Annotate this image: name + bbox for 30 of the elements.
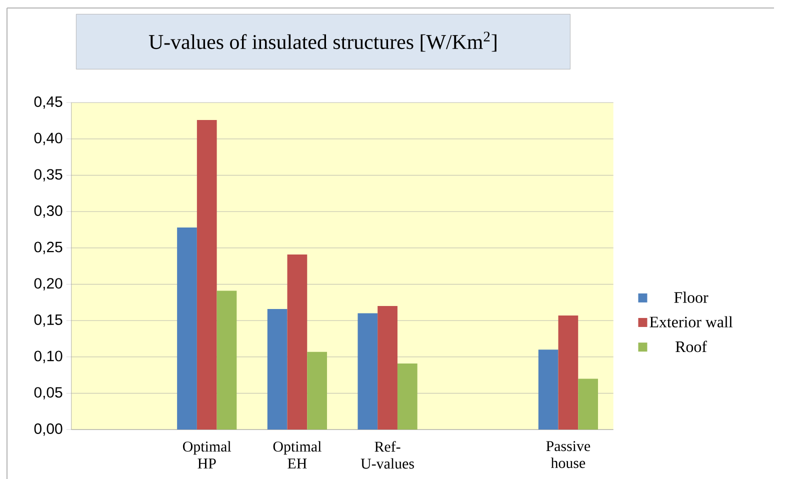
- bar: [287, 254, 308, 430]
- y-tick-label: 0,00: [34, 423, 62, 436]
- bar: [538, 350, 558, 430]
- y-tick-label: 0,15: [34, 314, 62, 327]
- legend-label: Roof: [676, 340, 707, 352]
- y-tick-label: 0,35: [34, 169, 62, 182]
- bar: [558, 315, 578, 430]
- x-tick-label: Optimal EH: [273, 441, 322, 468]
- y-tick-label: 0,10: [34, 350, 62, 364]
- y-tick-label: 0,20: [34, 278, 62, 290]
- bar: [216, 290, 237, 430]
- bar: [358, 313, 378, 430]
- bar: [378, 306, 398, 430]
- y-tick-label: 0,30: [34, 205, 62, 218]
- bar: [177, 228, 197, 430]
- bar: [307, 352, 328, 430]
- chart-title: U-values of insulated structures [W/Km$^{2}$]: [148, 32, 496, 52]
- x-tick-label: Optimal HP: [182, 441, 232, 468]
- x-tick-label: Passive house: [546, 441, 590, 468]
- y-tick-label: 0,45: [34, 96, 62, 109]
- legend-label: Floor: [674, 292, 708, 303]
- x-tick-label: Ref- U-values: [360, 441, 414, 469]
- y-tick-label: 0,25: [34, 242, 62, 254]
- bar: [397, 363, 418, 430]
- bar: [267, 308, 288, 430]
- y-tick-label: 0,05: [34, 387, 62, 400]
- y-tick-label: 0,40: [34, 132, 62, 146]
- bar: [196, 120, 217, 430]
- bar: [578, 378, 598, 430]
- legend-label: Exterior wall: [650, 316, 733, 328]
